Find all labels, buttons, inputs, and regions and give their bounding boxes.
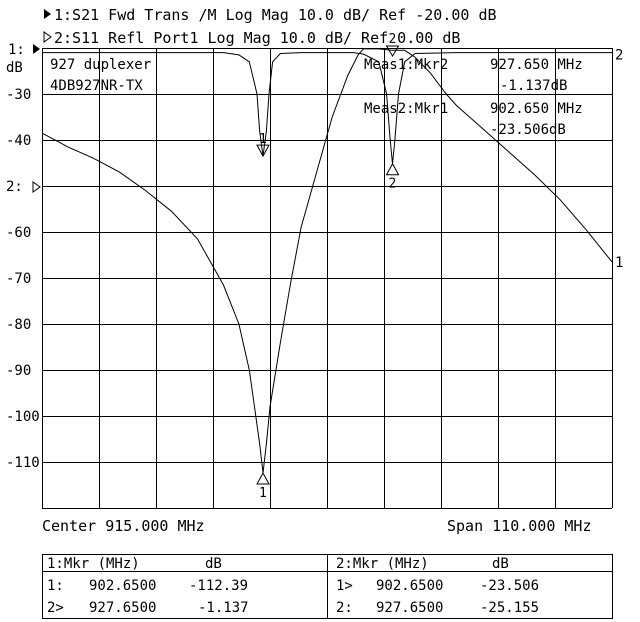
y-tick-label: -100 <box>6 409 40 425</box>
markers: 1 2 1 2 <box>256 32 400 501</box>
y-axis-unit: dB <box>6 60 23 76</box>
trace2-header: 2:S11 Refl Port1 Log Mag 10.0 dB/ Ref 0.… <box>54 29 460 47</box>
right-table-header-db: dB <box>492 556 509 572</box>
y-tick-label: -90 <box>6 363 31 379</box>
ref-level-marker-2-icon <box>32 181 41 193</box>
right-table-header-mkr: 2:Mkr (MHz) <box>336 556 429 572</box>
marker-table: 1:Mkr (MHz) dB 1: 902.6500 -112.39 2> 92… <box>42 554 613 619</box>
left-row2-id: 2> <box>47 600 64 616</box>
trace1-header: 1:S21 Fwd Trans /M Log Mag 10.0 dB/ Ref … <box>54 6 497 24</box>
y-tick-label: -30 <box>6 87 31 103</box>
meas1-freq: 927.650 MHz <box>490 57 583 73</box>
ref-level-marker-1-icon <box>33 44 40 54</box>
marker-label: 2 <box>389 32 397 47</box>
trace2-indicator-icon <box>43 31 52 43</box>
device-id: 4DB927NR-TX <box>50 78 143 94</box>
graticule <box>42 48 613 509</box>
marker-label: 2 <box>389 177 397 192</box>
right-row2-db: -25.155 <box>480 600 539 616</box>
span-frequency: Span 110.000 MHz <box>447 517 592 535</box>
marker-label: 1 <box>259 132 267 147</box>
trace2-end-label: 2 <box>615 48 623 64</box>
active-trace-icon <box>44 9 51 19</box>
right-row1-freq: 902.6500 <box>376 578 443 594</box>
y-tick-label: -60 <box>6 225 31 241</box>
meas1-label: Meas1:Mkr2 <box>364 57 448 73</box>
y-tick-label: -40 <box>6 133 31 149</box>
meas2-label: Meas2:Mkr1 <box>364 101 448 117</box>
left-row1-db: -112.39 <box>189 578 248 594</box>
trace1-end-label: 1 <box>615 255 623 271</box>
left-row1-id: 1: <box>47 578 64 594</box>
y-tick-label: -80 <box>6 317 31 333</box>
measurement-title: 927 duplexer <box>50 57 151 73</box>
meas2-value: -23.506dB <box>490 122 566 138</box>
meas2-freq: 902.650 MHz <box>490 101 583 117</box>
right-row2-freq: 927.6500 <box>376 600 443 616</box>
y-tick-label: -70 <box>6 271 31 287</box>
left-row2-db: -1.137 <box>198 600 249 616</box>
y-axis-tick-labels: -30 -40 2: -60 -70 -80 -90 -100 -110 <box>6 87 40 471</box>
meas1-value: -1.137dB <box>500 78 567 94</box>
left-row1-freq: 902.6500 <box>89 578 156 594</box>
trace-s11 <box>42 52 612 164</box>
marker-triangle <box>385 162 400 176</box>
y-tick-label: -110 <box>6 455 40 471</box>
center-frequency: Center 915.000 MHz <box>42 517 205 535</box>
left-table-header-mkr: 1:Mkr (MHz) <box>47 556 140 572</box>
marker-label: 1 <box>259 486 267 501</box>
marker-triangle <box>385 45 400 57</box>
right-row2-id: 2: <box>336 600 353 616</box>
marker-triangle <box>256 144 270 158</box>
y-tick-label: 2: <box>6 179 23 195</box>
left-row2-freq: 927.6500 <box>89 600 156 616</box>
marker-triangle <box>256 471 270 485</box>
right-row1-id: 1> <box>336 578 353 594</box>
traces: 12 <box>41 48 623 474</box>
y-axis-trace-id: 1: <box>8 42 25 58</box>
left-table-header-db: dB <box>205 556 222 572</box>
right-row1-db: -23.506 <box>480 578 539 594</box>
trace-s21 <box>41 48 613 474</box>
